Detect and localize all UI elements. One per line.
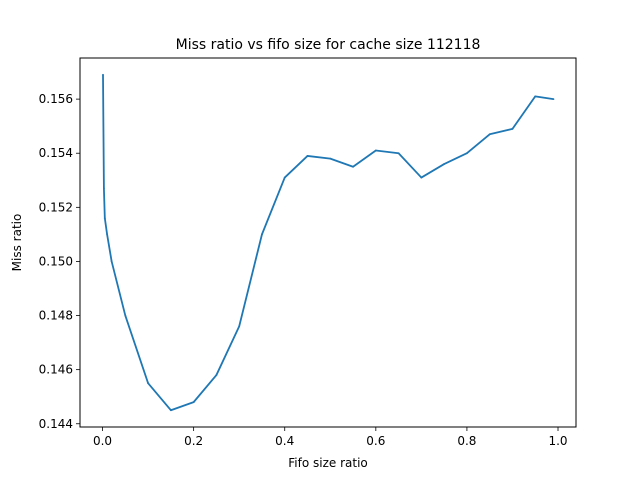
data-point	[306, 155, 309, 157]
y-tick-label: 0.146	[39, 363, 73, 377]
y-tick-label: 0.152	[39, 200, 73, 214]
data-point	[511, 127, 514, 130]
data-point	[552, 98, 555, 101]
data-point	[169, 409, 172, 412]
data-point	[106, 233, 109, 236]
data-point	[420, 176, 423, 179]
x-tick-label: 0.2	[184, 434, 203, 448]
data-point	[329, 157, 332, 160]
data-point	[466, 152, 468, 155]
data-point	[103, 217, 106, 220]
x-tick-label: 1.0	[548, 434, 567, 448]
x-tick-label: 0.0	[93, 434, 112, 448]
chart-title: Miss ratio vs fifo size for cache size 1…	[176, 37, 481, 53]
data-point	[215, 374, 218, 376]
y-axis: 0.144 0.146 0.148 0.150 0.152 0.154 0.156	[39, 92, 80, 431]
data-point	[283, 176, 286, 179]
x-tick-label: 0.4	[275, 434, 294, 448]
data-point	[488, 133, 491, 136]
plot-frame	[79, 57, 577, 428]
y-tick-label: 0.148	[39, 309, 73, 323]
y-axis-label: Miss ratio	[10, 214, 24, 272]
data-point	[147, 382, 149, 385]
x-axis-label: Fifo size ratio	[288, 456, 368, 470]
x-axis: 0.0 0.2 0.4 0.6 0.8 1.0	[93, 427, 568, 448]
y-tick-label: 0.156	[39, 92, 73, 106]
y-tick-label: 0.144	[39, 417, 73, 431]
data-point	[124, 314, 127, 317]
x-tick-label: 0.8	[457, 434, 476, 448]
data-point	[352, 165, 354, 168]
data-point	[534, 95, 537, 98]
x-tick-label: 0.6	[366, 434, 385, 448]
plot-area	[102, 73, 555, 412]
data-point	[443, 163, 446, 165]
data-point	[261, 233, 263, 236]
data-point	[103, 187, 105, 190]
data-point	[397, 152, 400, 155]
y-tick-label: 0.154	[39, 146, 73, 160]
data-point	[192, 401, 195, 404]
data-point	[110, 260, 113, 263]
data-point	[374, 149, 377, 152]
data-point	[238, 325, 241, 328]
data-point	[102, 73, 104, 76]
y-tick-label: 0.150	[39, 254, 73, 268]
